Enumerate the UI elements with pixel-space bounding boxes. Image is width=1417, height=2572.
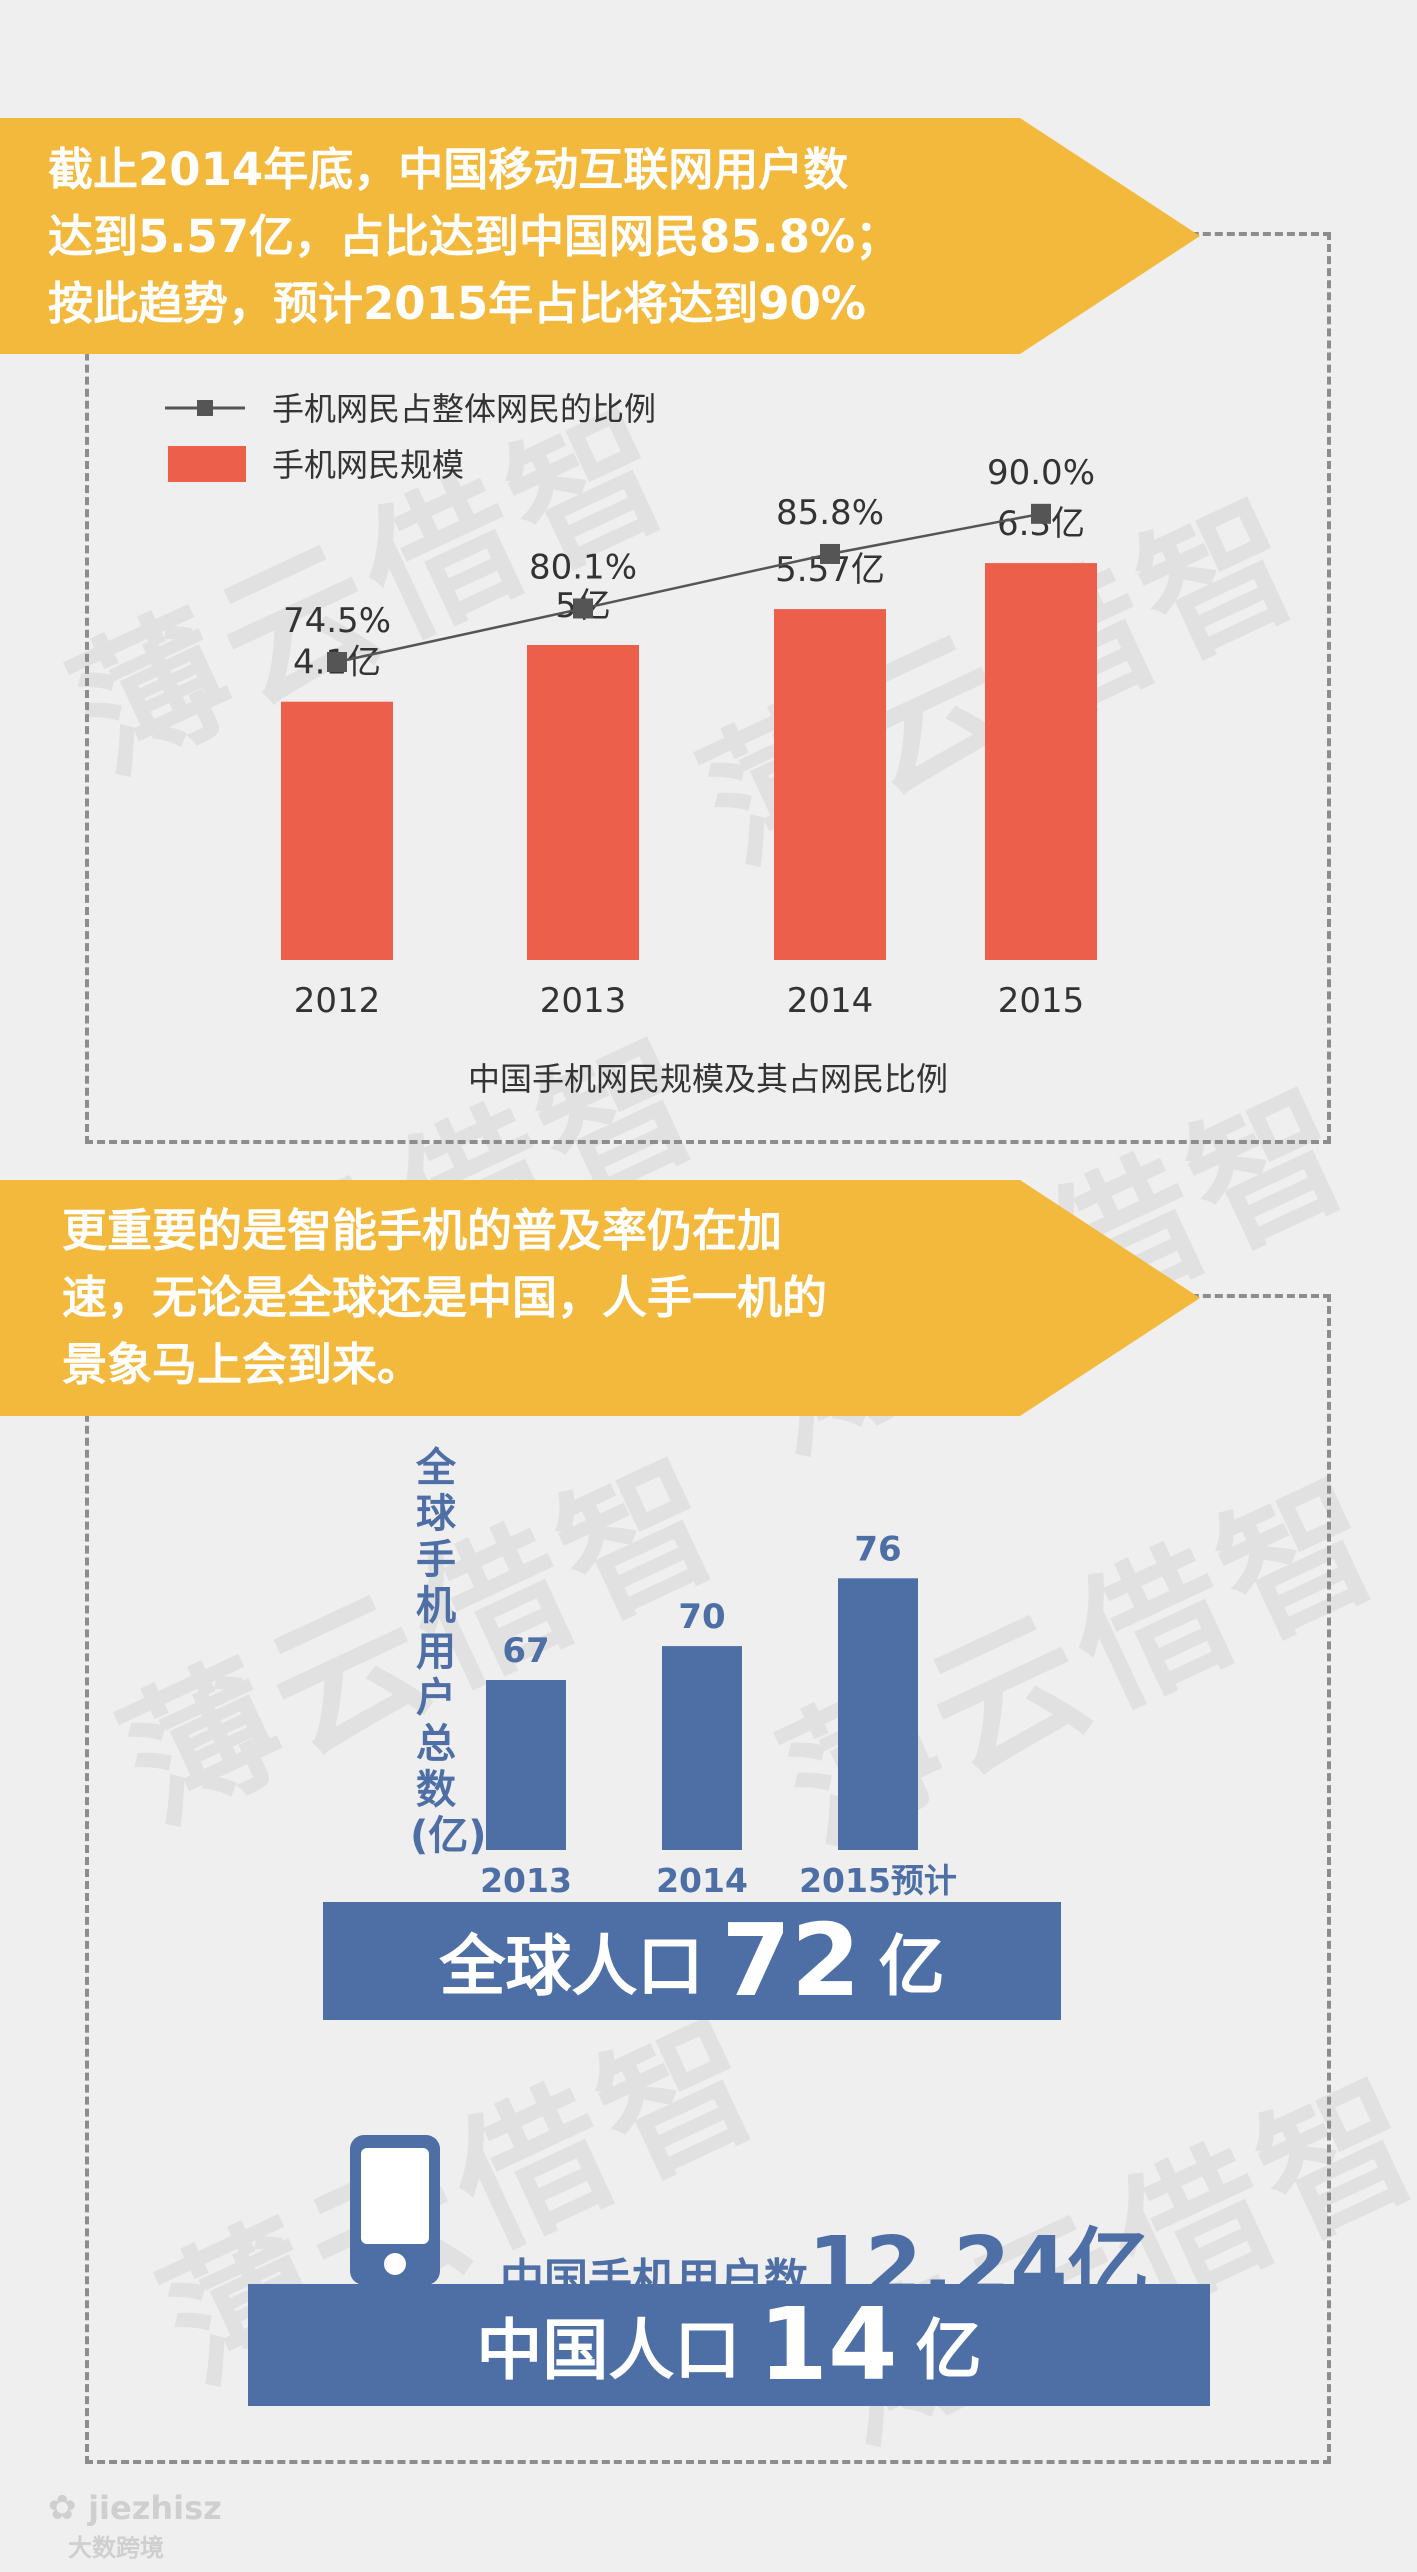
- global-bar-label-2013: 67: [502, 1631, 549, 1671]
- global-bar-label-2015预计: 76: [854, 1529, 901, 1569]
- chart-caption: 中国手机网民规模及其占网民比例: [468, 1060, 948, 1098]
- global-users-axis-label: 全球手机用户总数(亿): [410, 1445, 487, 1859]
- ratio-line: [336, 512, 1042, 664]
- world-population-band: 全球人口 72 亿: [323, 1902, 1061, 2020]
- bar-2012: [281, 701, 393, 960]
- legend-bar-swatch: [168, 446, 246, 482]
- footer-logo-text: jiezhisz: [88, 2489, 222, 2527]
- ratio-label-2015: 90.0%: [987, 453, 1095, 493]
- section2-banner: [0, 1180, 1200, 1416]
- world-population-number: 72: [721, 1902, 861, 2019]
- global-x-tick-2014: 2014: [656, 1861, 748, 1900]
- global-x-tick-2013: 2013: [480, 1861, 572, 1900]
- global-bar-2013: [486, 1680, 566, 1850]
- ratio-point-2015: [1031, 503, 1051, 524]
- china-population-number: 14: [758, 2286, 898, 2403]
- banner2-line-1: 更重要的是智能手机的普及率仍在加: [62, 1204, 783, 1257]
- footer-logo: ✿ jiezhisz 大数跨境: [48, 2488, 222, 2563]
- banner2-line-3: 景象马上会到来。: [62, 1338, 423, 1391]
- ratio-point-2014: [820, 543, 840, 564]
- mobile-netizen-chart: 手机网民占整体网民的比例手机网民规模4.1亿20125亿20135.57亿201…: [165, 390, 1097, 1098]
- bar-2013: [527, 645, 639, 960]
- global-bar-label-2014: 70: [678, 1597, 725, 1637]
- phone-icon: [350, 2135, 440, 2285]
- x-tick-2012: 2012: [294, 981, 381, 1021]
- phone-home-button: [384, 2253, 406, 2275]
- ratio-point-2012: [327, 652, 347, 672]
- footer-sub-text: 大数跨境: [68, 2534, 164, 2562]
- x-tick-2015: 2015: [998, 981, 1085, 1021]
- world-population-suffix: 亿: [878, 1928, 945, 2005]
- world-population-prefix: 全球人口: [439, 1928, 704, 2005]
- banner-line-1: 截止2014年底，中国移动互联网用户数: [48, 143, 849, 196]
- bar-2014: [774, 609, 886, 960]
- legend-bar-label: 手机网民规模: [272, 446, 464, 484]
- global-x-tick-2015预计: 2015预计: [799, 1861, 957, 1900]
- global-mobile-users-chart: 67 2013 70 2014 76 2015预计: [480, 1529, 957, 1900]
- ratio-label-2013: 80.1%: [529, 547, 637, 587]
- section2-banner-text: 更重要的是智能手机的普及率仍在加 速，无论是全球还是中国，人手一机的 景象马上会…: [62, 1197, 1062, 1398]
- bar-2015: [985, 563, 1097, 960]
- banner-line-2: 达到5.57亿，占比达到中国网民85.8%；: [48, 210, 901, 263]
- x-tick-2013: 2013: [540, 981, 627, 1021]
- wechat-icon: ✿: [48, 2488, 77, 2528]
- x-tick-2014: 2014: [787, 981, 874, 1021]
- global-bar-2014: [662, 1646, 742, 1850]
- legend-line-marker: [197, 400, 213, 416]
- china-population-suffix: 亿: [915, 2312, 982, 2389]
- china-population-band: 中国人口 14 亿: [248, 2284, 1210, 2406]
- banner2-line-2: 速，无论是全球还是中国，人手一机的: [62, 1271, 828, 1324]
- china-population-prefix: 中国人口: [476, 2312, 741, 2389]
- banner-line-3: 按此趋势，预计2015年占比将达到90%: [48, 277, 866, 330]
- phone-screen: [361, 2148, 429, 2244]
- ratio-point-2013: [573, 598, 593, 619]
- global-bar-2015预计: [838, 1578, 918, 1850]
- section1-banner-text: 截止2014年底，中国移动互联网用户数 达到5.57亿，占比达到中国网民85.8…: [48, 136, 1048, 337]
- section1-banner: [0, 118, 1200, 354]
- ratio-label-2014: 85.8%: [776, 493, 884, 533]
- ratio-label-2012: 74.5%: [283, 601, 391, 641]
- legend-line-label: 手机网民占整体网民的比例: [272, 390, 656, 428]
